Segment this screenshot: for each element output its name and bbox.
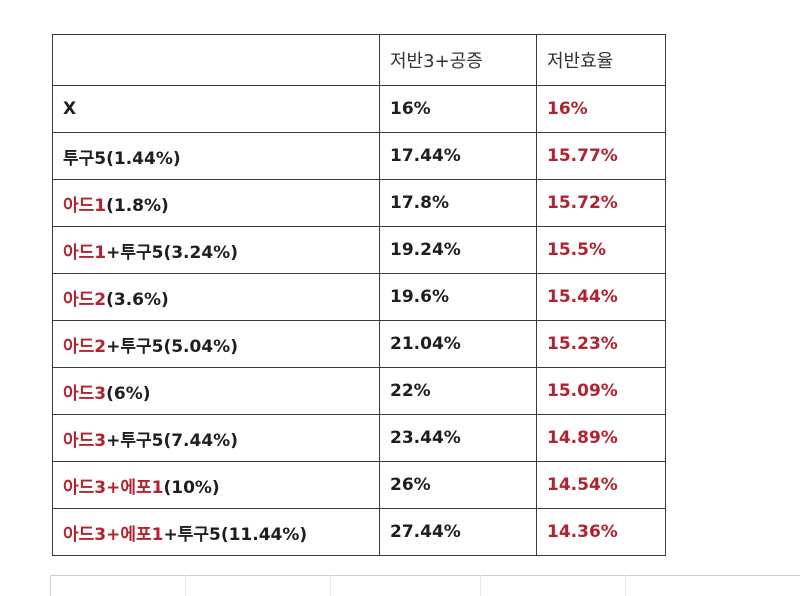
header-cell-efficiency: 저반효율	[536, 34, 666, 86]
option-segment: 투구5(1.44%)	[63, 148, 181, 169]
option-segment: +투구5(5.04%)	[106, 336, 238, 357]
option-cell: 아드3+에포1(10%)	[52, 461, 380, 509]
efficiency-cell: 15.09%	[536, 367, 666, 415]
efficiency-table: 저반3+공증 저반효율 X 16% 16% 투구5(1.44%) 17.44% 15.77…	[52, 34, 666, 556]
stat-cell: 26%	[379, 461, 537, 509]
option-segment: +투구5(11.44%)	[163, 524, 308, 545]
option-segment: 아드3+에포1	[63, 524, 164, 545]
grid-line	[185, 575, 186, 596]
grid-line	[330, 575, 331, 596]
option-cell: 아드3(6%)	[52, 367, 380, 415]
next-table-edge	[50, 575, 800, 596]
efficiency-cell: 14.54%	[536, 461, 666, 509]
option-segment: (10%)	[163, 477, 220, 498]
efficiency-cell: 15.23%	[536, 320, 666, 368]
table-row: 아드3(6%) 22% 15.09%	[52, 367, 666, 415]
table-header-row: 저반3+공증 저반효율	[52, 34, 666, 86]
stat-cell: 27.44%	[379, 508, 537, 556]
table-body: 저반3+공증 저반효율 X 16% 16% 투구5(1.44%) 17.44% 15.77…	[52, 34, 666, 556]
table-row: 투구5(1.44%) 17.44% 15.77%	[52, 132, 666, 180]
header-cell-stat: 저반3+공증	[379, 34, 537, 86]
option-cell: 아드1(1.8%)	[52, 179, 380, 227]
stat-cell: 21.04%	[379, 320, 537, 368]
option-cell: 아드2+투구5(5.04%)	[52, 320, 380, 368]
stat-cell: 23.44%	[379, 414, 537, 462]
option-cell: X	[52, 85, 380, 133]
table-row: 아드3+투구5(7.44%) 23.44% 14.89%	[52, 414, 666, 462]
option-segment: 아드3+에포1	[63, 477, 164, 498]
option-segment: 아드2	[63, 289, 107, 310]
option-cell: 아드2(3.6%)	[52, 273, 380, 321]
table-row: 아드3+에포1(10%) 26% 14.54%	[52, 461, 666, 509]
stat-cell: 17.8%	[379, 179, 537, 227]
efficiency-cell: 14.36%	[536, 508, 666, 556]
grid-line	[480, 575, 481, 596]
efficiency-cell: 15.77%	[536, 132, 666, 180]
efficiency-cell: 15.5%	[536, 226, 666, 274]
stat-cell: 22%	[379, 367, 537, 415]
option-segment: (1.8%)	[106, 195, 169, 216]
table-row: 아드2+투구5(5.04%) 21.04% 15.23%	[52, 320, 666, 368]
option-segment: 아드2	[63, 336, 107, 357]
efficiency-cell: 16%	[536, 85, 666, 133]
option-segment: 아드1	[63, 242, 107, 263]
table-row: X 16% 16%	[52, 85, 666, 133]
option-segment: (6%)	[106, 383, 151, 404]
stat-cell: 16%	[379, 85, 537, 133]
stat-cell: 19.24%	[379, 226, 537, 274]
option-cell: 아드3+투구5(7.44%)	[52, 414, 380, 462]
option-segment: 아드1	[63, 195, 107, 216]
table-row: 아드1+투구5(3.24%) 19.24% 15.5%	[52, 226, 666, 274]
efficiency-cell: 15.44%	[536, 273, 666, 321]
efficiency-cell: 14.89%	[536, 414, 666, 462]
option-segment: +투구5(7.44%)	[106, 430, 238, 451]
option-segment: 아드3	[63, 430, 107, 451]
stat-cell: 19.6%	[379, 273, 537, 321]
table-row: 아드1(1.8%) 17.8% 15.72%	[52, 179, 666, 227]
header-cell-option	[52, 34, 380, 86]
efficiency-cell: 15.72%	[536, 179, 666, 227]
option-cell: 아드3+에포1+투구5(11.44%)	[52, 508, 380, 556]
option-cell: 투구5(1.44%)	[52, 132, 380, 180]
option-segment: (3.6%)	[106, 289, 169, 310]
option-cell: 아드1+투구5(3.24%)	[52, 226, 380, 274]
option-segment: +투구5(3.24%)	[106, 242, 238, 263]
option-segment: X	[63, 99, 77, 119]
table-row: 아드3+에포1+투구5(11.44%) 27.44% 14.36%	[52, 508, 666, 556]
option-segment: 아드3	[63, 383, 107, 404]
stat-cell: 17.44%	[379, 132, 537, 180]
grid-line	[625, 575, 626, 596]
table-row: 아드2(3.6%) 19.6% 15.44%	[52, 273, 666, 321]
